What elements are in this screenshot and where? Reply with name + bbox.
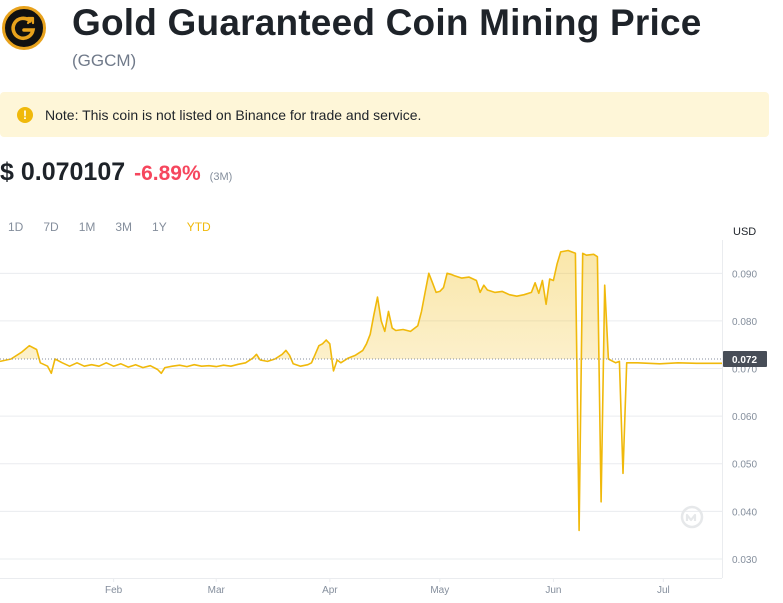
current-price: $ 0.070107 (0, 158, 126, 186)
price-row: $ 0.070107 -6.89% (3M) (0, 158, 232, 190)
x-tick-label: May (430, 585, 449, 596)
y-tick-label: 0.040 (732, 507, 757, 518)
y-tick-label: 0.050 (732, 460, 757, 471)
price-chart[interactable]: 0.030 0.040 0.050 0.060 0.070 0.080 0.090 Feb Ma… (0, 240, 783, 603)
chart-grid (0, 272, 722, 560)
notice-banner: ! Note: This coin is not listed on Binan… (0, 92, 769, 137)
exclamation-icon: ! (17, 106, 33, 123)
currency-unit-label: USD (733, 226, 757, 238)
y-tick-label: 0.090 (732, 269, 757, 280)
x-tick-label: Jun (545, 585, 561, 596)
x-tick-label: Apr (322, 585, 338, 596)
price-line (0, 249, 722, 532)
price-area-fill (0, 250, 722, 360)
notice-text: Note: This coin is not listed on Binance… (45, 106, 422, 123)
range-7d-tab[interactable]: 7D (43, 220, 59, 234)
range-1y-tab[interactable]: 1Y (152, 220, 167, 234)
ggcm-logo-icon (11, 16, 36, 41)
y-tick-label: 0.080 (732, 317, 757, 328)
chart-axes: 0.030 0.040 0.050 0.060 0.070 0.080 0.090 Feb Ma… (0, 240, 767, 596)
page-title: Gold Guaranteed Coin Mining Price (72, 2, 702, 43)
coinmarketcap-icon (680, 505, 704, 529)
current-price-tag (723, 351, 767, 368)
coin-logo-icon (2, 6, 46, 50)
x-tick-label: Mar (208, 585, 226, 596)
coin-symbol: (GGCM) (72, 51, 137, 70)
price-change: -6.89% (134, 162, 201, 185)
range-ytd-tab[interactable]: YTD (186, 220, 211, 234)
y-tick-label: 0.070 (732, 365, 757, 376)
y-tick-label: 0.060 (732, 412, 757, 423)
time-range-tabs: 1D 7D 1M 3M 1Y YTD (8, 220, 231, 234)
chart-line-group (0, 249, 722, 532)
coin-header: Gold Guaranteed Coin Mining Price (GGCM) (0, 0, 783, 80)
range-1d-tab[interactable]: 1D (8, 220, 24, 234)
y-tick-label: 0.030 (732, 555, 757, 566)
chart-area-fill (0, 250, 722, 360)
range-3m-tab[interactable]: 3M (115, 220, 133, 234)
x-tick-label: Feb (105, 585, 123, 596)
x-tick-label: Jul (657, 585, 670, 596)
current-price-tag-label: 0.072 (732, 355, 757, 366)
range-1m-tab[interactable]: 1M (78, 220, 96, 234)
change-period: (3M) (209, 171, 233, 183)
